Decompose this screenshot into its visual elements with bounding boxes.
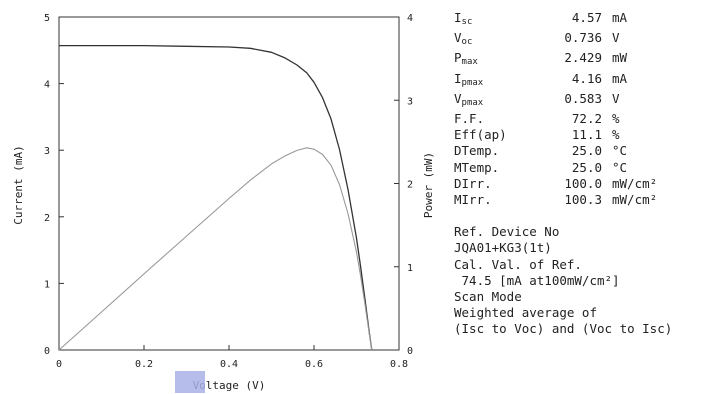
x-axis-ticks: 0 0.2 0.4 0.6 0.8: [56, 345, 408, 370]
y-tick-label: 0: [44, 346, 50, 357]
x-axis-label: Voltage (V): [193, 379, 266, 392]
y-tick-label: 1: [44, 279, 50, 290]
measurement-label: Isc: [454, 10, 473, 27]
iv-chart: 0 0.2 0.4 0.6 0.8 0 1 2 3 4 5 0 1 2 3 4 Voltage (V) C…: [12, 13, 435, 392]
current-curve: [59, 44, 373, 351]
measurement-label: Pmax: [454, 50, 478, 68]
y2-tick-label: 1: [407, 263, 413, 274]
measurement-label: DTemp.: [454, 143, 500, 159]
measurement-value: 0.736: [564, 30, 602, 46]
note-line: (Isc to Voc) and (Voc to Isc): [454, 321, 673, 337]
measurement-panel: Isc 4.57 mA Voc 0.736 V Pmax 2.429 mW Ipmax 4.16 mA…: [454, 10, 710, 338]
measurement-value: 2.429: [564, 50, 602, 66]
measurement-row: MIrr. 100.3 mW/cm²: [454, 192, 710, 208]
highlight-marker: [175, 371, 205, 393]
measurement-unit: mW/cm²: [612, 175, 658, 191]
measurement-unit: mW: [612, 50, 628, 66]
y2-tick-label: 2: [407, 180, 413, 191]
measurement-value: 4.57: [571, 10, 602, 25]
measurement-unit: %: [612, 111, 620, 127]
measurement-unit: °C: [612, 159, 628, 175]
measurement-label: MTemp.: [454, 159, 500, 175]
y2-axis-label: Power (mW): [422, 152, 435, 218]
measurement-row: Ipmax 4.16 mA: [454, 71, 710, 91]
measurement-label: F.F.: [454, 111, 485, 127]
measurement-row: F.F. 72.2%: [454, 111, 710, 127]
measurement-label: Voc: [454, 30, 473, 48]
measurement-value: 0.583: [564, 90, 602, 106]
measurement-unit: mA: [612, 10, 628, 25]
measurement-label: DIrr.: [454, 175, 492, 191]
x-tick-label: 0.6: [305, 359, 323, 370]
measurement-label: MIrr.: [454, 192, 492, 208]
measurement-row: Vpmax 0.583 V: [454, 91, 710, 111]
measurement-value: 100.3: [564, 192, 602, 208]
measurement-value: 11.1: [571, 127, 602, 143]
measurement-value: 25.0: [571, 143, 602, 159]
y2-tick-label: 0: [407, 346, 413, 357]
measurement-unit: mW/cm²: [612, 192, 658, 208]
measurement-unit: mA: [612, 70, 628, 86]
y-tick-label: 3: [44, 146, 50, 157]
measurement-value: 72.2: [571, 111, 602, 127]
x-tick-label: 0.8: [390, 359, 408, 370]
measurement-unit: V: [612, 30, 620, 46]
y2-tick-label: 4: [407, 13, 413, 24]
note-line: Scan Mode: [454, 289, 522, 305]
y-tick-label: 5: [44, 13, 50, 24]
measurement-label: Ipmax: [454, 70, 484, 88]
measurement-value: 25.0: [571, 159, 602, 175]
measurement-row: Voc 0.736 V: [454, 30, 710, 50]
x-tick-label: 0.2: [135, 359, 153, 370]
reference-notes: Ref. Device No JQA01+KG3(1t) Cal. Val. of …: [454, 224, 710, 337]
measurement-unit: %: [612, 127, 620, 143]
curves: [58, 44, 373, 351]
note-line: JQA01+KG3(1t): [454, 240, 552, 256]
note-line: Weighted average of: [454, 305, 597, 321]
power-curve: [58, 147, 373, 351]
x-tick-label: 0.4: [220, 359, 238, 370]
measurement-rows: Isc 4.57 mA Voc 0.736 V Pmax 2.429 mW Ipmax 4.16 mA…: [454, 10, 710, 208]
measurement-row: Eff(ap) 11.1%: [454, 127, 710, 143]
y2-axis-ticks: 0 1 2 3 4: [394, 13, 413, 357]
measurement-unit: V: [612, 90, 620, 106]
measurement-row: DTemp. 25.0 °C: [454, 143, 710, 159]
note-line: 74.5 [mA at100mW/cm²]: [454, 272, 620, 288]
measurement-row: MTemp. 25.0 °C: [454, 160, 710, 176]
measurement-row: Pmax 2.429 mW: [454, 50, 710, 70]
note-line: Cal. Val. of Ref.: [454, 256, 582, 272]
y-axis-ticks: 0 1 2 3 4 5: [44, 13, 64, 357]
measurement-unit: °C: [612, 143, 628, 159]
y-tick-label: 4: [44, 80, 50, 91]
measurement-label: Vpmax: [454, 90, 484, 108]
plot-frame: [58, 16, 400, 351]
measurement-value: 4.16: [571, 70, 602, 86]
measurement-row: Isc 4.57 mA: [454, 10, 710, 30]
measurement-row: DIrr. 100.0 mW/cm²: [454, 176, 710, 192]
measurement-label: Eff(ap): [454, 127, 507, 143]
x-tick-label: 0: [56, 359, 62, 370]
measurement-value: 100.0: [564, 175, 602, 191]
y2-tick-label: 3: [407, 96, 413, 107]
note-line: Ref. Device No: [454, 224, 560, 240]
y-tick-label: 2: [44, 213, 50, 224]
y-axis-label: Current (mA): [12, 145, 25, 224]
